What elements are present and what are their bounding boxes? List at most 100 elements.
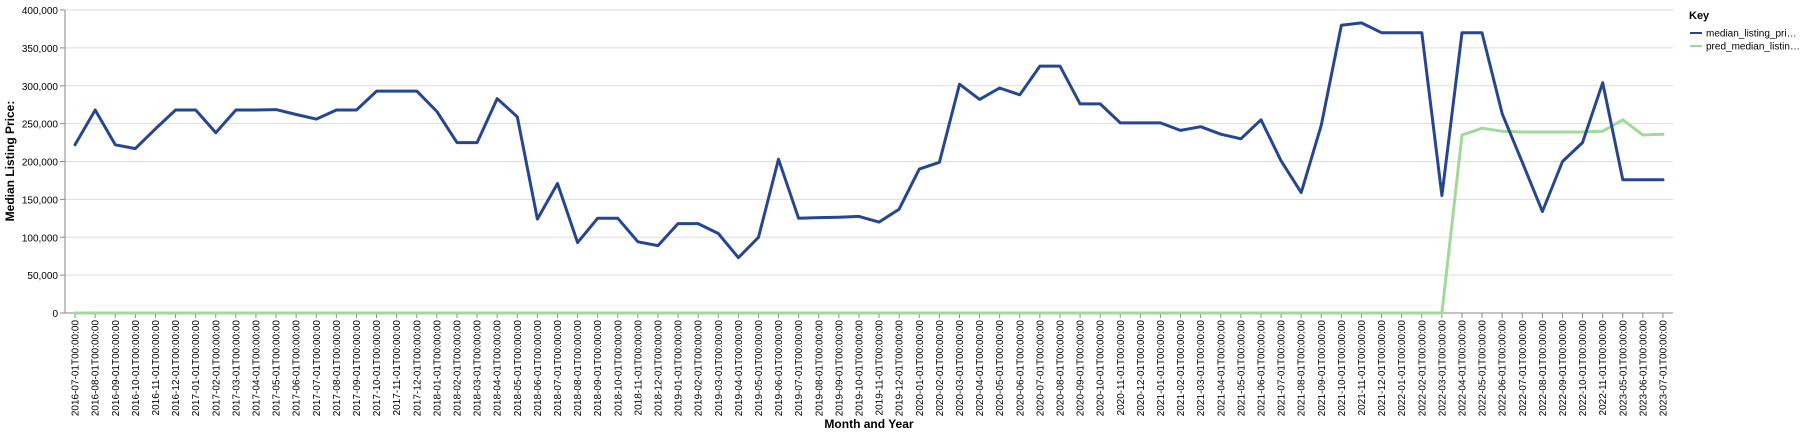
x-tick-label: 2022-09-01T00:00:00 — [1558, 320, 1569, 417]
x-tick-label: 2019-12-01T00:00:00 — [895, 320, 906, 417]
x-tick-label: 2017-05-01T00:00:00 — [272, 320, 283, 417]
series-line-2 — [73, 118, 1665, 315]
x-tick-label: 2020-06-01T00:00:00 — [1015, 320, 1026, 417]
x-tick-label: 2022-02-01T00:00:00 — [1417, 320, 1428, 417]
y-tick-label: 0 — [52, 309, 58, 320]
x-tick-label: 2022-01-01T00:00:00 — [1397, 320, 1408, 417]
x-tick-label: 2022-04-01T00:00:00 — [1457, 320, 1468, 417]
x-tick-label: 2019-08-01T00:00:00 — [814, 320, 825, 417]
x-tick-label: 2023-05-01T00:00:00 — [1618, 320, 1629, 417]
x-tick-label: 2018-10-01T00:00:00 — [613, 320, 624, 417]
x-tick-label: 2022-06-01T00:00:00 — [1498, 320, 1509, 417]
x-tick-label: 2019-04-01T00:00:00 — [734, 320, 745, 417]
x-tick-label: 2020-11-01T00:00:00 — [1116, 320, 1127, 416]
x-tick-label: 2016-11-01T00:00:00 — [151, 320, 162, 416]
x-tick-label: 2023-06-01T00:00:00 — [1638, 320, 1649, 417]
x-tick-label: 2022-05-01T00:00:00 — [1478, 320, 1489, 417]
x-tick-label: 2022-08-01T00:00:00 — [1538, 320, 1549, 417]
x-tick-label: 2018-04-01T00:00:00 — [493, 320, 504, 417]
x-tick-label: 2017-07-01T00:00:00 — [312, 320, 323, 417]
x-tick-label: 2020-09-01T00:00:00 — [1076, 320, 1087, 417]
x-tick-label: 2017-08-01T00:00:00 — [332, 320, 343, 417]
x-tick-label: 2022-03-01T00:00:00 — [1437, 320, 1448, 417]
x-tick-label: 2022-07-01T00:00:00 — [1518, 320, 1529, 417]
series-lines — [73, 21, 1665, 315]
y-axis-title: Median Listing Price: — [3, 101, 17, 222]
x-tick-label: 2018-06-01T00:00:00 — [533, 320, 544, 417]
x-tick-label: 2022-11-01T00:00:00 — [1598, 320, 1609, 416]
y-tick-label: 100,000 — [22, 233, 59, 244]
legend-label: pred_median_listin… — [1706, 42, 1800, 53]
x-tick-label: 2016-08-01T00:00:00 — [91, 320, 102, 417]
x-tick-label: 2023-07-01T00:00:00 — [1658, 320, 1669, 417]
x-tick-label: 2018-05-01T00:00:00 — [513, 320, 524, 417]
legend-title: Key — [1689, 10, 1710, 22]
x-tick-label: 2021-05-01T00:00:00 — [1236, 320, 1247, 417]
x-tick-label: 2021-02-01T00:00:00 — [1176, 320, 1187, 417]
x-tick-label: 2021-08-01T00:00:00 — [1297, 320, 1308, 417]
x-tick-label: 2017-01-01T00:00:00 — [191, 320, 202, 417]
x-tick-label: 2020-08-01T00:00:00 — [1055, 320, 1066, 417]
x-tick-label: 2019-05-01T00:00:00 — [754, 320, 765, 417]
x-tick-label: 2018-09-01T00:00:00 — [593, 320, 604, 417]
x-tick-label: 2019-02-01T00:00:00 — [694, 320, 705, 417]
x-tick-label: 2018-11-01T00:00:00 — [633, 320, 644, 416]
x-tick-label: 2020-07-01T00:00:00 — [1035, 320, 1046, 417]
x-tick-label: 2020-01-01T00:00:00 — [915, 320, 926, 417]
x-tick-label: 2016-07-01T00:00:00 — [71, 320, 82, 417]
x-tick-label: 2022-10-01T00:00:00 — [1578, 320, 1589, 417]
y-tick-label: 300,000 — [22, 82, 59, 93]
x-tick-label: 2019-03-01T00:00:00 — [714, 320, 725, 417]
series-line-1 — [73, 21, 1665, 260]
y-axis: 0 50,000 100,000 150,000 200,000 250,000 300,0… — [22, 6, 66, 320]
y-tick-label: 250,000 — [22, 120, 59, 131]
legend: Key median_listing_pri… pred_median_listi… — [1689, 10, 1800, 53]
x-tick-label: 2018-03-01T00:00:00 — [473, 320, 484, 417]
x-tick-label: 2021-06-01T00:00:00 — [1256, 320, 1267, 417]
x-tick-label: 2020-05-01T00:00:00 — [995, 320, 1006, 417]
x-tick-label: 2017-09-01T00:00:00 — [352, 320, 363, 417]
y-tick-label: 200,000 — [22, 158, 59, 169]
x-tick-label: 2020-10-01T00:00:00 — [1096, 320, 1107, 417]
x-tick-label: 2021-04-01T00:00:00 — [1216, 320, 1227, 417]
x-tick-label: 2019-10-01T00:00:00 — [854, 320, 865, 417]
x-tick-label: 2017-11-01T00:00:00 — [392, 320, 403, 416]
x-tick-label: 2017-03-01T00:00:00 — [231, 320, 242, 417]
x-tick-label: 2019-06-01T00:00:00 — [774, 320, 785, 417]
x-axis-title: Month and Year — [824, 417, 913, 431]
y-tick-label: 150,000 — [22, 195, 59, 206]
x-tick-label: 2018-07-01T00:00:00 — [553, 320, 564, 417]
y-tick-label: 400,000 — [22, 6, 59, 17]
x-tick-label: 2021-03-01T00:00:00 — [1196, 320, 1207, 417]
x-tick-label: 2020-04-01T00:00:00 — [975, 320, 986, 417]
gridlines — [65, 9, 1673, 314]
x-tick-label: 2019-01-01T00:00:00 — [674, 320, 685, 417]
x-tick-label: 2020-02-01T00:00:00 — [935, 320, 946, 417]
x-tick-label: 2021-10-01T00:00:00 — [1337, 320, 1348, 417]
x-tick-label: 2020-12-01T00:00:00 — [1136, 320, 1147, 417]
x-tick-label: 2017-02-01T00:00:00 — [211, 320, 222, 417]
x-tick-label: 2018-01-01T00:00:00 — [432, 320, 443, 417]
x-tick-label: 2021-07-01T00:00:00 — [1277, 320, 1288, 417]
x-tick-label: 2019-11-01T00:00:00 — [875, 320, 886, 416]
x-tick-label: 2018-12-01T00:00:00 — [653, 320, 664, 417]
x-tick-label: 2021-12-01T00:00:00 — [1377, 320, 1388, 417]
y-tick-label: 350,000 — [22, 44, 59, 55]
legend-label: median_listing_pri… — [1706, 29, 1797, 40]
x-tick-label: 2016-12-01T00:00:00 — [171, 320, 182, 417]
x-tick-label: 2020-03-01T00:00:00 — [955, 320, 966, 417]
x-tick-label: 2021-01-01T00:00:00 — [1156, 320, 1167, 417]
x-tick-label: 2016-10-01T00:00:00 — [131, 320, 142, 417]
x-tick-label: 2019-09-01T00:00:00 — [834, 320, 845, 417]
x-axis: 2016-07-01T00:00:00 2016-08-01T00:00:00 20… — [65, 312, 1673, 417]
x-tick-label: 2021-09-01T00:00:00 — [1317, 320, 1328, 417]
x-tick-label: 2018-08-01T00:00:00 — [573, 320, 584, 417]
x-tick-label: 2018-02-01T00:00:00 — [452, 320, 463, 417]
x-tick-label: 2021-11-01T00:00:00 — [1357, 320, 1368, 416]
x-tick-label: 2017-10-01T00:00:00 — [372, 320, 383, 417]
x-tick-label: 2016-09-01T00:00:00 — [111, 320, 122, 417]
y-tick-label: 50,000 — [27, 271, 58, 282]
x-tick-label: 2017-04-01T00:00:00 — [251, 320, 262, 417]
x-tick-label: 2017-06-01T00:00:00 — [292, 320, 303, 417]
